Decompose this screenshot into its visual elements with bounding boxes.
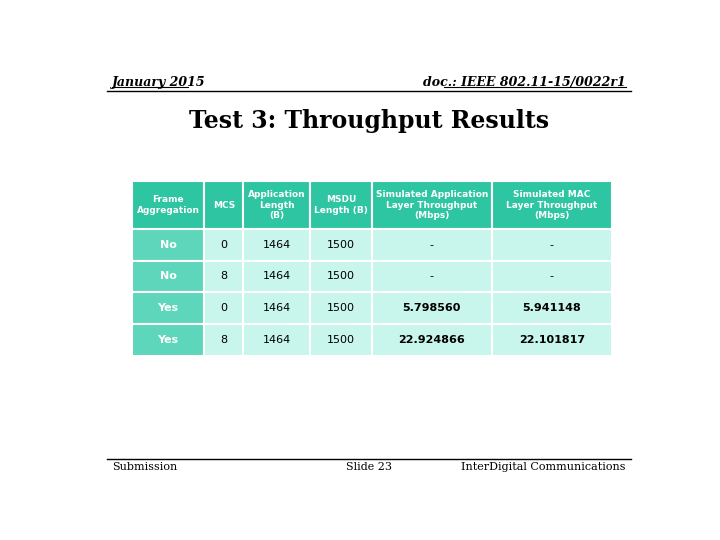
Text: Simulated Application
Layer Throughput
(Mbps): Simulated Application Layer Throughput (… (376, 190, 488, 220)
Text: Yes: Yes (158, 303, 179, 313)
Text: 1464: 1464 (263, 240, 291, 249)
Bar (132, 229, 204, 261)
Text: January 2015: January 2015 (112, 76, 206, 89)
Bar (492, 292, 612, 324)
Text: 8: 8 (220, 272, 228, 281)
Bar (204, 229, 243, 261)
Bar (243, 229, 310, 261)
Text: 8: 8 (220, 335, 228, 345)
Text: 0: 0 (220, 240, 228, 249)
Text: MCS: MCS (213, 200, 235, 210)
Text: 5.798560: 5.798560 (402, 303, 461, 313)
Text: No: No (160, 272, 176, 281)
Text: Application
Length
(B): Application Length (B) (248, 190, 306, 220)
Text: InterDigital Communications: InterDigital Communications (462, 462, 626, 472)
Text: 1464: 1464 (263, 272, 291, 281)
Text: 22.101817: 22.101817 (518, 335, 585, 345)
Bar (204, 261, 243, 292)
Text: -: - (550, 240, 554, 249)
Text: 1500: 1500 (327, 240, 355, 249)
Bar (372, 324, 492, 356)
Bar (372, 181, 492, 229)
Text: Slide 23: Slide 23 (346, 462, 392, 472)
Bar (310, 261, 372, 292)
Bar (243, 292, 310, 324)
Bar (243, 324, 310, 356)
Bar (132, 324, 204, 356)
Text: Frame
Aggregation: Frame Aggregation (137, 195, 199, 215)
Bar (492, 324, 612, 356)
Text: MSDU
Length (B): MSDU Length (B) (314, 195, 368, 215)
Text: 0: 0 (220, 303, 228, 313)
Text: No: No (160, 240, 176, 249)
Bar (132, 261, 204, 292)
Bar (243, 261, 310, 292)
Bar (310, 292, 372, 324)
Text: 1464: 1464 (263, 303, 291, 313)
Bar (492, 261, 612, 292)
Bar (310, 229, 372, 261)
Bar (243, 181, 310, 229)
Bar (204, 324, 243, 356)
Text: Simulated MAC
Layer Throughput
(Mbps): Simulated MAC Layer Throughput (Mbps) (506, 190, 598, 220)
Bar (310, 181, 372, 229)
Text: 1464: 1464 (263, 335, 291, 345)
Text: 5.941148: 5.941148 (523, 303, 581, 313)
Bar (372, 229, 492, 261)
Text: -: - (430, 272, 433, 281)
Text: 1500: 1500 (327, 335, 355, 345)
Text: 1500: 1500 (327, 272, 355, 281)
Text: Test 3: Throughput Results: Test 3: Throughput Results (189, 109, 549, 133)
Bar (204, 292, 243, 324)
Text: Submission: Submission (112, 462, 178, 472)
Bar (204, 181, 243, 229)
Bar (492, 229, 612, 261)
Bar (132, 181, 204, 229)
Bar (372, 292, 492, 324)
Text: 22.924866: 22.924866 (398, 335, 465, 345)
Bar (132, 292, 204, 324)
Text: -: - (550, 272, 554, 281)
Text: -: - (430, 240, 433, 249)
Bar (492, 181, 612, 229)
Text: doc.: IEEE 802.11-15/0022r1: doc.: IEEE 802.11-15/0022r1 (423, 76, 626, 89)
Bar (372, 261, 492, 292)
Text: 1500: 1500 (327, 303, 355, 313)
Text: Yes: Yes (158, 335, 179, 345)
Bar (310, 324, 372, 356)
